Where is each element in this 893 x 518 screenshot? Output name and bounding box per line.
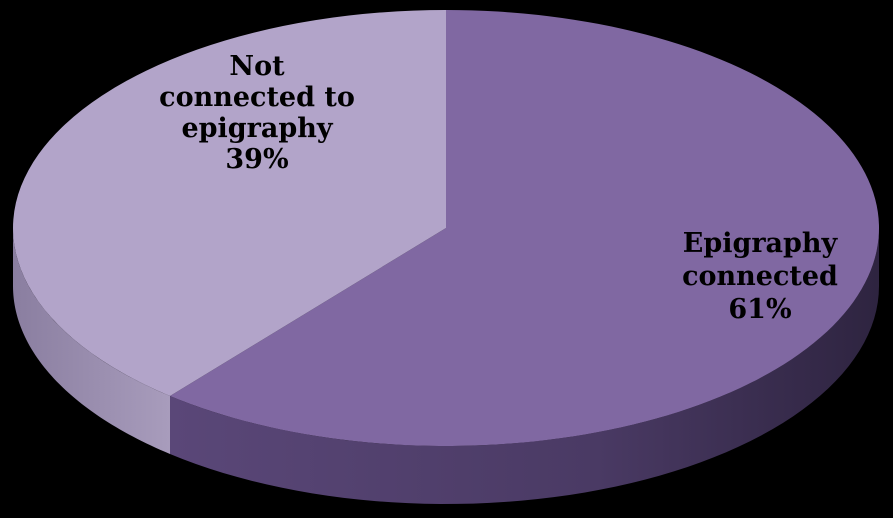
- slice-label-2: Not connected to epigraphy 39%: [159, 51, 355, 175]
- pie-side-2: [13, 228, 170, 454]
- pie-slice-1: [170, 10, 880, 447]
- slice-label-line: 39%: [225, 144, 288, 175]
- pie-slice-2: [13, 10, 447, 396]
- slice-label-line: epigraphy: [181, 113, 333, 144]
- pie-side-1: [170, 228, 879, 504]
- pie-sides: [13, 228, 879, 504]
- slice-label-line: Not: [229, 51, 285, 82]
- slice-label-line: connected to: [159, 82, 355, 113]
- slice-label-line: 61%: [728, 294, 791, 325]
- slice-label-1: Epigraphy connected 61%: [682, 228, 838, 325]
- slice-label-line: Epigraphy: [683, 228, 839, 259]
- pie-tops: [13, 10, 880, 447]
- slice-label-line: connected: [682, 261, 838, 292]
- pie-labels: Epigraphy connected 61% Not connected to epig…: [159, 51, 838, 325]
